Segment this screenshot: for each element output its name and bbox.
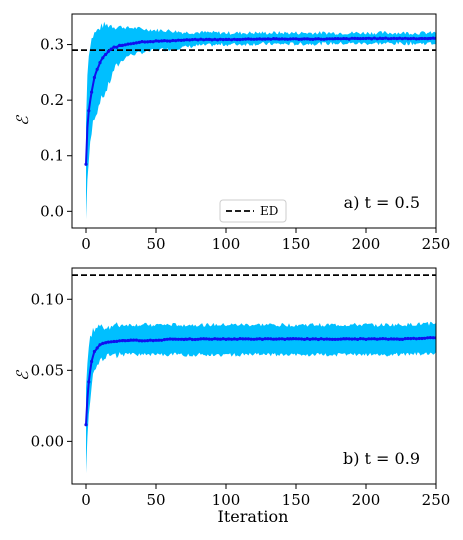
x-tick-label: 250 (422, 235, 451, 253)
panel-a: 0 50 100 150 200 250 0.0 0.1 0.2 0.3 ℰa) t = 0.5 ED (13, 13, 451, 253)
panel-b: 0 50 100 150 200 250 0.00 0.05 0.10 ℰb) t = 0.9 (13, 267, 451, 509)
mean-markers (84, 36, 436, 166)
x-tick-label: 150 (282, 491, 311, 509)
axes-frame (71, 267, 437, 485)
x-tick-label: 150 (282, 235, 311, 253)
y-tick-label: 0.00 (31, 432, 64, 450)
y-tick-label: 0.3 (40, 36, 64, 54)
confidence-band (86, 321, 436, 474)
y-axis-title: ℰ (13, 114, 32, 126)
x-tick-label: 50 (146, 491, 165, 509)
y-tick-label: 0.1 (40, 147, 64, 165)
y-tick-label: 0.2 (40, 91, 64, 109)
y-tick-label: 0.05 (31, 361, 64, 379)
legend: ED (219, 199, 287, 223)
panel-label: b) t = 0.9 (343, 449, 420, 468)
plot-area (72, 274, 436, 474)
x-tick-label: 0 (81, 235, 91, 253)
confidence-band (86, 21, 436, 220)
mean-line (85, 336, 436, 425)
x-tick-label: 0 (81, 491, 91, 509)
plot-area (72, 21, 436, 220)
axes-frame (71, 13, 437, 229)
legend-label: ED (260, 204, 278, 218)
y-axis-title: ℰ (13, 369, 32, 381)
x-tick-label: 250 (422, 491, 451, 509)
panel-label: a) t = 0.5 (344, 193, 420, 212)
x-axis-title: Iteration (218, 507, 289, 526)
x-tick-label: 200 (352, 235, 381, 253)
y-tick-label: 0.10 (31, 290, 64, 308)
x-tick-label: 100 (212, 235, 241, 253)
x-tick-label: 100 (212, 491, 241, 509)
y-tick-label: 0.0 (40, 202, 64, 220)
mean-line (85, 36, 436, 165)
x-tick-label: 200 (352, 491, 381, 509)
x-tick-label: 50 (146, 235, 165, 253)
